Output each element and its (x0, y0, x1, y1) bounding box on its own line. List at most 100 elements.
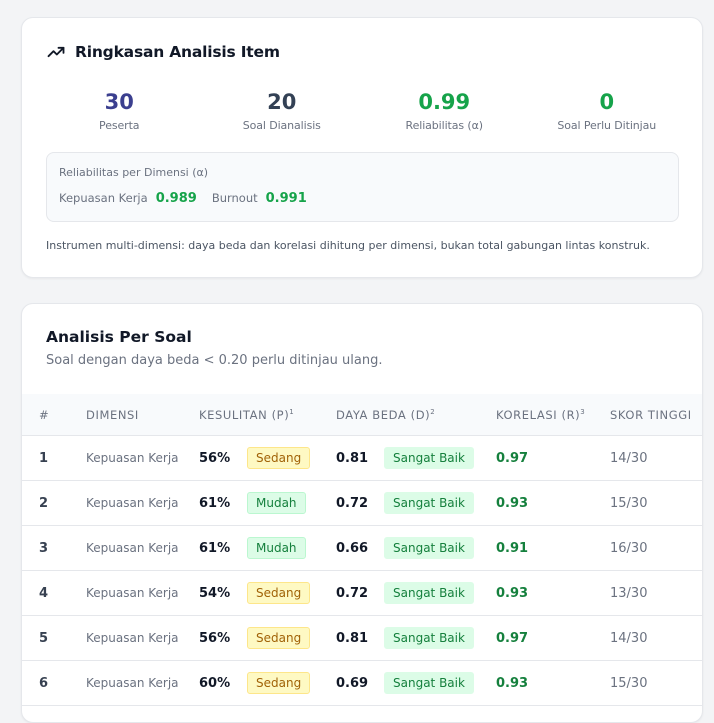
high-score: 13/30 (610, 585, 648, 601)
header-kesulitan: Kesulitan (P)1 (199, 408, 294, 422)
high-score: 14/30 (610, 630, 648, 646)
table-row: 2 Kepuasan Kerja 61% Mudah 0.72 Sangat B… (22, 481, 702, 526)
correlation-value: 0.97 (496, 630, 529, 646)
discrimination-badge-cell: Sangat Baik (384, 616, 474, 660)
discrimination-value: 0.81 (336, 630, 369, 646)
header-korelasi-label: Korelasi (r) (496, 408, 581, 422)
discrimination-badge: Sangat Baik (384, 672, 474, 694)
stat-value: 30 (104, 90, 134, 114)
item-number: 3 (39, 540, 49, 556)
difficulty-badge-cell: Sedang (247, 436, 311, 480)
dimension-name: Burnout (211, 191, 258, 205)
item-number: 4 (39, 585, 49, 601)
multi-dimension-note: Instrumen multi-dimensi: daya beda dan k… (46, 239, 650, 252)
header-korelasi: Korelasi (r)3 (496, 408, 585, 422)
discrimination-value: 0.72 (336, 585, 369, 601)
summary-header: Ringkasan Analisis Item (46, 42, 280, 62)
discrimination-badge: Sangat Baik (384, 492, 474, 514)
dimension-alpha: 0.989 (155, 191, 197, 206)
item-dimension: Kepuasan Kerja (86, 676, 179, 690)
difficulty-value: 54% (199, 585, 231, 601)
stat-label: Soal Dianalisis (242, 119, 321, 132)
stat-value: 0 (599, 90, 615, 114)
discrimination-badge-cell: Sangat Baik (384, 571, 474, 615)
trending-up-icon (47, 46, 65, 58)
discrimination-badge-cell: Sangat Baik (384, 481, 474, 525)
correlation-value: 0.93 (496, 585, 529, 601)
stat-label: Peserta (99, 119, 140, 132)
item-table: # Dimensi Kesulitan (P)1 Daya Beda (D)2 … (22, 394, 702, 706)
discrimination-value: 0.81 (336, 450, 369, 466)
table-subtitle: Soal dengan daya beda < 0.20 perlu ditin… (46, 353, 383, 368)
discrimination-badge-cell: Sangat Baik (384, 436, 474, 480)
discrimination-badge: Sangat Baik (384, 627, 474, 649)
difficulty-badge-cell: Sedang (247, 661, 311, 705)
dimension-name: Kepuasan Kerja (59, 191, 148, 205)
table-title: Analisis Per Soal (46, 328, 192, 346)
discrimination-badge-cell: Sangat Baik (384, 661, 474, 705)
header-daya-beda-label: Daya Beda (D) (336, 408, 431, 422)
dimension-box-title: Reliabilitas per Dimensi (α) (59, 166, 209, 179)
stat-soal-dianalisis: 20 Soal Dianalisis (201, 90, 364, 132)
item-number: 5 (39, 630, 49, 646)
stat-value: 20 (267, 90, 297, 114)
high-score: 15/30 (610, 495, 648, 511)
high-score: 14/30 (610, 450, 648, 466)
table-row: 5 Kepuasan Kerja 56% Sedang 0.81 Sangat … (22, 616, 702, 661)
item-dimension: Kepuasan Kerja (86, 451, 179, 465)
difficulty-badge-cell: Mudah (247, 526, 306, 570)
footnote-marker: 1 (289, 408, 294, 417)
table-row: 1 Kepuasan Kerja 56% Sedang 0.81 Sangat … (22, 436, 702, 481)
item-dimension: Kepuasan Kerja (86, 631, 179, 645)
stat-value: 0.99 (418, 90, 471, 114)
table-row: 6 Kepuasan Kerja 60% Sedang 0.69 Sangat … (22, 661, 702, 706)
header-skor-tinggi: Skor Tinggi (610, 408, 692, 422)
discrimination-value: 0.69 (336, 675, 369, 691)
summary-title: Ringkasan Analisis Item (75, 43, 280, 61)
difficulty-badge-cell: Mudah (247, 481, 306, 525)
difficulty-value: 60% (199, 675, 231, 691)
discrimination-badge: Sangat Baik (384, 447, 474, 469)
difficulty-badge: Sedang (247, 627, 311, 649)
discrimination-badge: Sangat Baik (384, 537, 474, 559)
difficulty-badge: Sedang (247, 672, 311, 694)
table-row: 3 Kepuasan Kerja 61% Mudah 0.66 Sangat B… (22, 526, 702, 571)
discrimination-value: 0.66 (336, 540, 369, 556)
difficulty-value: 56% (199, 630, 231, 646)
summary-card: Ringkasan Analisis Item 30 Peserta 20 So… (21, 17, 703, 278)
stat-reliabilitas: 0.99 Reliabilitas (α) (363, 90, 526, 132)
item-number: 6 (39, 675, 49, 691)
stat-soal-perlu-ditinjau: 0 Soal Perlu Ditinjau (526, 90, 689, 132)
dimension-reliability-box: Reliabilitas per Dimensi (α) Kepuasan Ke… (46, 152, 679, 222)
high-score: 16/30 (610, 540, 648, 556)
dimension-alpha: 0.991 (265, 191, 307, 206)
discrimination-value: 0.72 (336, 495, 369, 511)
correlation-value: 0.91 (496, 540, 529, 556)
stat-label: Soal Perlu Ditinjau (557, 119, 657, 132)
footnote-marker: 3 (580, 408, 585, 417)
header-no: # (39, 408, 50, 422)
dimension-values: Kepuasan Kerja 0.989 Burnout 0.991 (59, 191, 322, 206)
stat-peserta: 30 Peserta (38, 90, 201, 132)
difficulty-badge: Sedang (247, 582, 311, 604)
item-analysis-card: Analisis Per Soal Soal dengan daya beda … (21, 303, 703, 723)
difficulty-badge-cell: Sedang (247, 571, 311, 615)
header-dimensi: Dimensi (86, 408, 139, 422)
difficulty-value: 61% (199, 540, 231, 556)
table-header: # Dimensi Kesulitan (P)1 Daya Beda (D)2 … (22, 394, 702, 436)
discrimination-badge: Sangat Baik (384, 582, 474, 604)
header-kesulitan-label: Kesulitan (P) (199, 408, 290, 422)
stats-row: 30 Peserta 20 Soal Dianalisis 0.99 Relia… (38, 90, 688, 132)
correlation-value: 0.93 (496, 675, 529, 691)
item-number: 1 (39, 450, 49, 466)
high-score: 15/30 (610, 675, 648, 691)
difficulty-badge: Mudah (247, 537, 306, 559)
item-dimension: Kepuasan Kerja (86, 541, 179, 555)
correlation-value: 0.97 (496, 450, 529, 466)
item-dimension: Kepuasan Kerja (86, 496, 179, 510)
difficulty-badge: Mudah (247, 492, 306, 514)
footnote-marker: 2 (430, 408, 435, 417)
header-daya-beda: Daya Beda (D)2 (336, 408, 435, 422)
difficulty-value: 56% (199, 450, 231, 466)
item-dimension: Kepuasan Kerja (86, 586, 179, 600)
